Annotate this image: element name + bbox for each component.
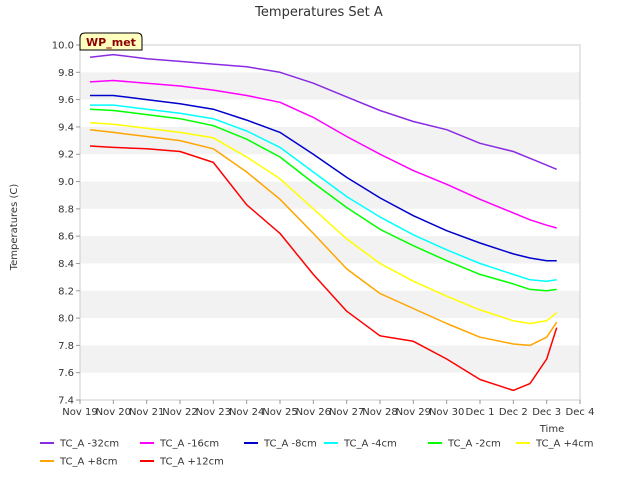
legend-label: TC_A -8cm: [263, 439, 317, 450]
series-line-7: [89, 145, 558, 392]
legend-label: TC_A -2cm: [447, 439, 501, 450]
legend-label: TC_A -16cm: [159, 439, 219, 450]
grid-bands: [80, 72, 580, 373]
series-line-1: [89, 79, 557, 229]
legend-item: TC_A -16cm: [140, 439, 219, 450]
x-tick-label: Dec 2: [499, 407, 528, 418]
plot-border: [79, 44, 581, 401]
series-line-6: [89, 128, 558, 347]
y-tick-label: 7.8: [58, 341, 74, 352]
x-tick-label: Nov 29: [396, 407, 431, 418]
legend-label: TC_A +8cm: [59, 457, 118, 468]
series-line-4: [89, 108, 557, 292]
watermark-label: WP_met: [86, 36, 136, 49]
x-tick-label: Nov 24: [229, 407, 264, 418]
grid-band: [80, 236, 580, 264]
x-axis-label: Time: [539, 424, 564, 435]
legend-item: TC_A +8cm: [40, 457, 118, 468]
series-line-5: [89, 122, 558, 325]
chart-title: Temperatures Set A: [254, 5, 383, 20]
x-tick-label: Nov 28: [362, 407, 397, 418]
legend-item: TC_A -8cm: [244, 439, 317, 450]
y-tick-label: 7.4: [58, 396, 74, 407]
y-tick-label: 8.2: [58, 286, 74, 297]
y-tick-label: 8.6: [58, 232, 74, 243]
series-lines: [89, 53, 558, 392]
grid-band: [80, 345, 580, 373]
legend-label: TC_A -4cm: [343, 439, 397, 450]
y-tick-label: 9.4: [58, 122, 74, 133]
y-tick-label: 9.2: [58, 150, 74, 161]
legend: TC_A -32cm TC_A -16cm TC_A -8cm TC_A -4cm TC…: [40, 439, 594, 468]
y-tick-label: 7.6: [58, 368, 74, 379]
y-axis-label: Temperatures (C): [9, 184, 20, 272]
legend-item: TC_A +4cm: [516, 439, 594, 450]
y-tick-label: 8.4: [58, 259, 74, 270]
series-line-0: [89, 53, 557, 170]
x-tick-label: Nov 19: [62, 407, 97, 418]
y-tick-label: 9.8: [58, 68, 74, 79]
legend-item: TC_A +12cm: [140, 457, 224, 468]
x-tick-label: Nov 23: [196, 407, 231, 418]
legend-label: TC_A +4cm: [535, 439, 594, 450]
y-axis-ticks: 7.4 7.6 7.8 8.0 8.2 8.4 8.6 8.8 9.0 9.2 9.4 9.6 9.8 1…: [52, 41, 80, 407]
y-tick-label: 9.0: [58, 177, 74, 188]
legend-item: TC_A -4cm: [324, 439, 397, 450]
legend-label: TC_A +12cm: [159, 457, 224, 468]
x-tick-label: Nov 21: [129, 407, 164, 418]
grid-band: [80, 72, 580, 100]
y-tick-label: 8.8: [58, 204, 74, 215]
series-line-3: [90, 104, 557, 282]
x-tick-label: Nov 27: [329, 407, 364, 418]
x-tick-label: Dec 4: [566, 407, 595, 418]
y-tick-label: 9.6: [58, 95, 74, 106]
legend-label: TC_A -32cm: [59, 439, 119, 450]
grid-band: [80, 290, 580, 319]
series-line-2: [90, 94, 557, 262]
x-tick-label: Nov 22: [162, 407, 197, 418]
legend-item: TC_A -32cm: [40, 439, 119, 450]
x-tick-label: Dec 3: [532, 407, 561, 418]
x-tick-label: Nov 25: [262, 407, 297, 418]
x-tick-label: Nov 20: [96, 407, 131, 418]
y-tick-label: 10.0: [52, 41, 74, 52]
legend-item: TC_A -2cm: [428, 439, 501, 450]
x-tick-label: Nov 26: [296, 407, 331, 418]
watermark-badge: WP_met: [79, 32, 143, 51]
x-tick-label: Nov 30: [429, 407, 464, 418]
x-tick-label: Dec 1: [466, 407, 495, 418]
y-tick-label: 8.0: [58, 314, 74, 325]
